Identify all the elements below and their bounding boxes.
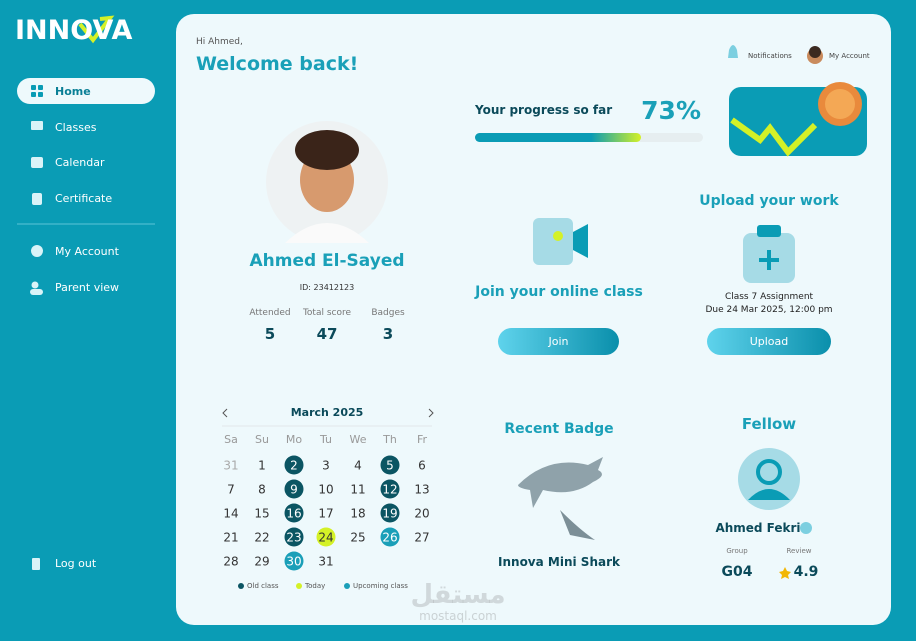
online-class-title: Join your online class — [475, 284, 643, 301]
join-button[interactable]: Join — [498, 328, 619, 355]
home-icon — [31, 85, 43, 97]
calendar-day[interactable]: 17 — [318, 506, 334, 520]
stat-value: 3 — [382, 324, 394, 343]
nav-item[interactable]: Parent view — [55, 280, 120, 294]
fellow-title: Fellow — [741, 414, 797, 433]
calendar-day[interactable]: 20 — [414, 506, 430, 520]
calendar-month: March 2025 — [290, 405, 364, 419]
calendar-day[interactable]: 1 — [258, 458, 266, 472]
fellow-name: Ahmed Fekri — [715, 521, 801, 536]
calendar-day[interactable]: 25 — [350, 530, 366, 544]
calendar-day[interactable]: 24 — [316, 527, 336, 547]
bell-icon — [728, 45, 738, 58]
nav-item[interactable]: Certificate — [55, 191, 113, 205]
nav-item[interactable]: My Account — [55, 244, 119, 258]
fellow-stat-value: G04 — [721, 564, 753, 581]
calendar-day[interactable]: 22 — [254, 530, 270, 544]
greeting: Hi Ahmed, — [196, 37, 243, 48]
profile-id: ID: 23412123 — [299, 282, 355, 292]
fellow-stat-label: Review — [786, 547, 812, 556]
weekday: Tu — [319, 432, 333, 446]
calendar-day[interactable]: 31 — [318, 554, 334, 568]
calendar-day[interactable]: 3 — [322, 458, 330, 472]
welcome-title: Welcome back! — [196, 52, 359, 75]
legend-dot — [344, 583, 350, 589]
watermark: mostaql.com — [419, 609, 497, 624]
upload-title: Upload your work — [699, 193, 839, 210]
stat-value: 5 — [264, 324, 276, 343]
badge-title: Recent Badge — [504, 421, 614, 438]
calendar-day[interactable]: 31 — [223, 458, 239, 472]
progress-label: Your progress so far — [475, 103, 613, 118]
promo-coin — [818, 82, 862, 126]
logo: INNOVA — [15, 15, 133, 47]
legend-dot — [238, 583, 244, 589]
due-date: Due 24 Mar 2025, 12:00 pm — [705, 305, 833, 316]
calendar-day[interactable]: 21 — [223, 530, 239, 544]
progress-bar — [475, 133, 642, 142]
calendar-day[interactable]: 2 — [284, 455, 304, 475]
nav-item[interactable]: Home — [55, 84, 91, 98]
stat-value: 47 — [316, 324, 338, 343]
promo-card — [729, 87, 867, 156]
calendar-day[interactable]: 15 — [254, 506, 270, 520]
calendar-day[interactable]: 9 — [284, 479, 304, 499]
stat-label: Badges — [371, 308, 405, 319]
calendar-day[interactable]: 27 — [414, 530, 430, 544]
weekday: Sa — [224, 432, 238, 446]
calendar-day[interactable]: 23 — [284, 527, 304, 547]
calendar-day[interactable]: 11 — [350, 482, 366, 496]
stat-label: Total score — [302, 308, 352, 319]
fellow-stat-value: 4.9 — [793, 564, 819, 581]
weekday: Mo — [285, 432, 303, 446]
calendar-day[interactable]: 12 — [380, 479, 400, 499]
calendar-day[interactable]: 13 — [414, 482, 430, 496]
upload-button[interactable]: Upload — [707, 328, 831, 355]
calendar-day[interactable]: 18 — [350, 506, 366, 520]
weekday: Th — [383, 432, 397, 446]
nav-item[interactable]: Calendar — [55, 155, 105, 169]
weekday: Fr — [416, 432, 428, 446]
weekday: Su — [255, 432, 269, 446]
account-avatar — [807, 48, 823, 64]
legend-label: Old class — [247, 582, 279, 591]
legend-label: Upcoming class — [353, 582, 408, 591]
progress-percent: 73% — [641, 96, 701, 126]
calendar-day[interactable]: 4 — [354, 458, 362, 472]
profile-name: Ahmed El-Sayed — [249, 250, 405, 271]
nav-item[interactable]: Classes — [55, 120, 97, 134]
calendar-day[interactable]: 8 — [258, 482, 266, 496]
calendar-day[interactable]: 30 — [284, 551, 304, 571]
legend-dot — [296, 583, 302, 589]
promo-arrow — [730, 117, 818, 157]
notifications[interactable]: Notifications — [748, 52, 792, 61]
calendar-day[interactable]: 19 — [380, 503, 400, 523]
calendar-day[interactable]: 7 — [227, 482, 235, 496]
calendar-day[interactable]: 10 — [318, 482, 334, 496]
avatar-hair — [809, 46, 821, 58]
calendar-day[interactable]: 16 — [284, 503, 304, 523]
fellow-stat-label: Group — [726, 547, 748, 556]
legend-label: Today — [305, 582, 326, 591]
calendar-day[interactable]: 5 — [380, 455, 400, 475]
my-account[interactable]: My Account — [829, 52, 870, 61]
stat-label: Attended — [249, 308, 291, 319]
coin-face — [825, 89, 855, 119]
calendar-day[interactable]: 29 — [254, 554, 270, 568]
nav-icons — [30, 121, 43, 570]
calendar-day[interactable]: 28 — [223, 554, 239, 568]
assignment: Class 7 Assignment — [724, 292, 814, 303]
badge-name: Innova Mini Shark — [498, 555, 620, 570]
logout[interactable]: Log out — [55, 556, 97, 570]
calendar-day[interactable]: 14 — [223, 506, 239, 520]
calendar-day[interactable]: 6 — [418, 458, 426, 472]
weekday: We — [349, 432, 367, 446]
watermark: مستقل — [410, 579, 506, 610]
calendar-day[interactable]: 26 — [380, 527, 400, 547]
